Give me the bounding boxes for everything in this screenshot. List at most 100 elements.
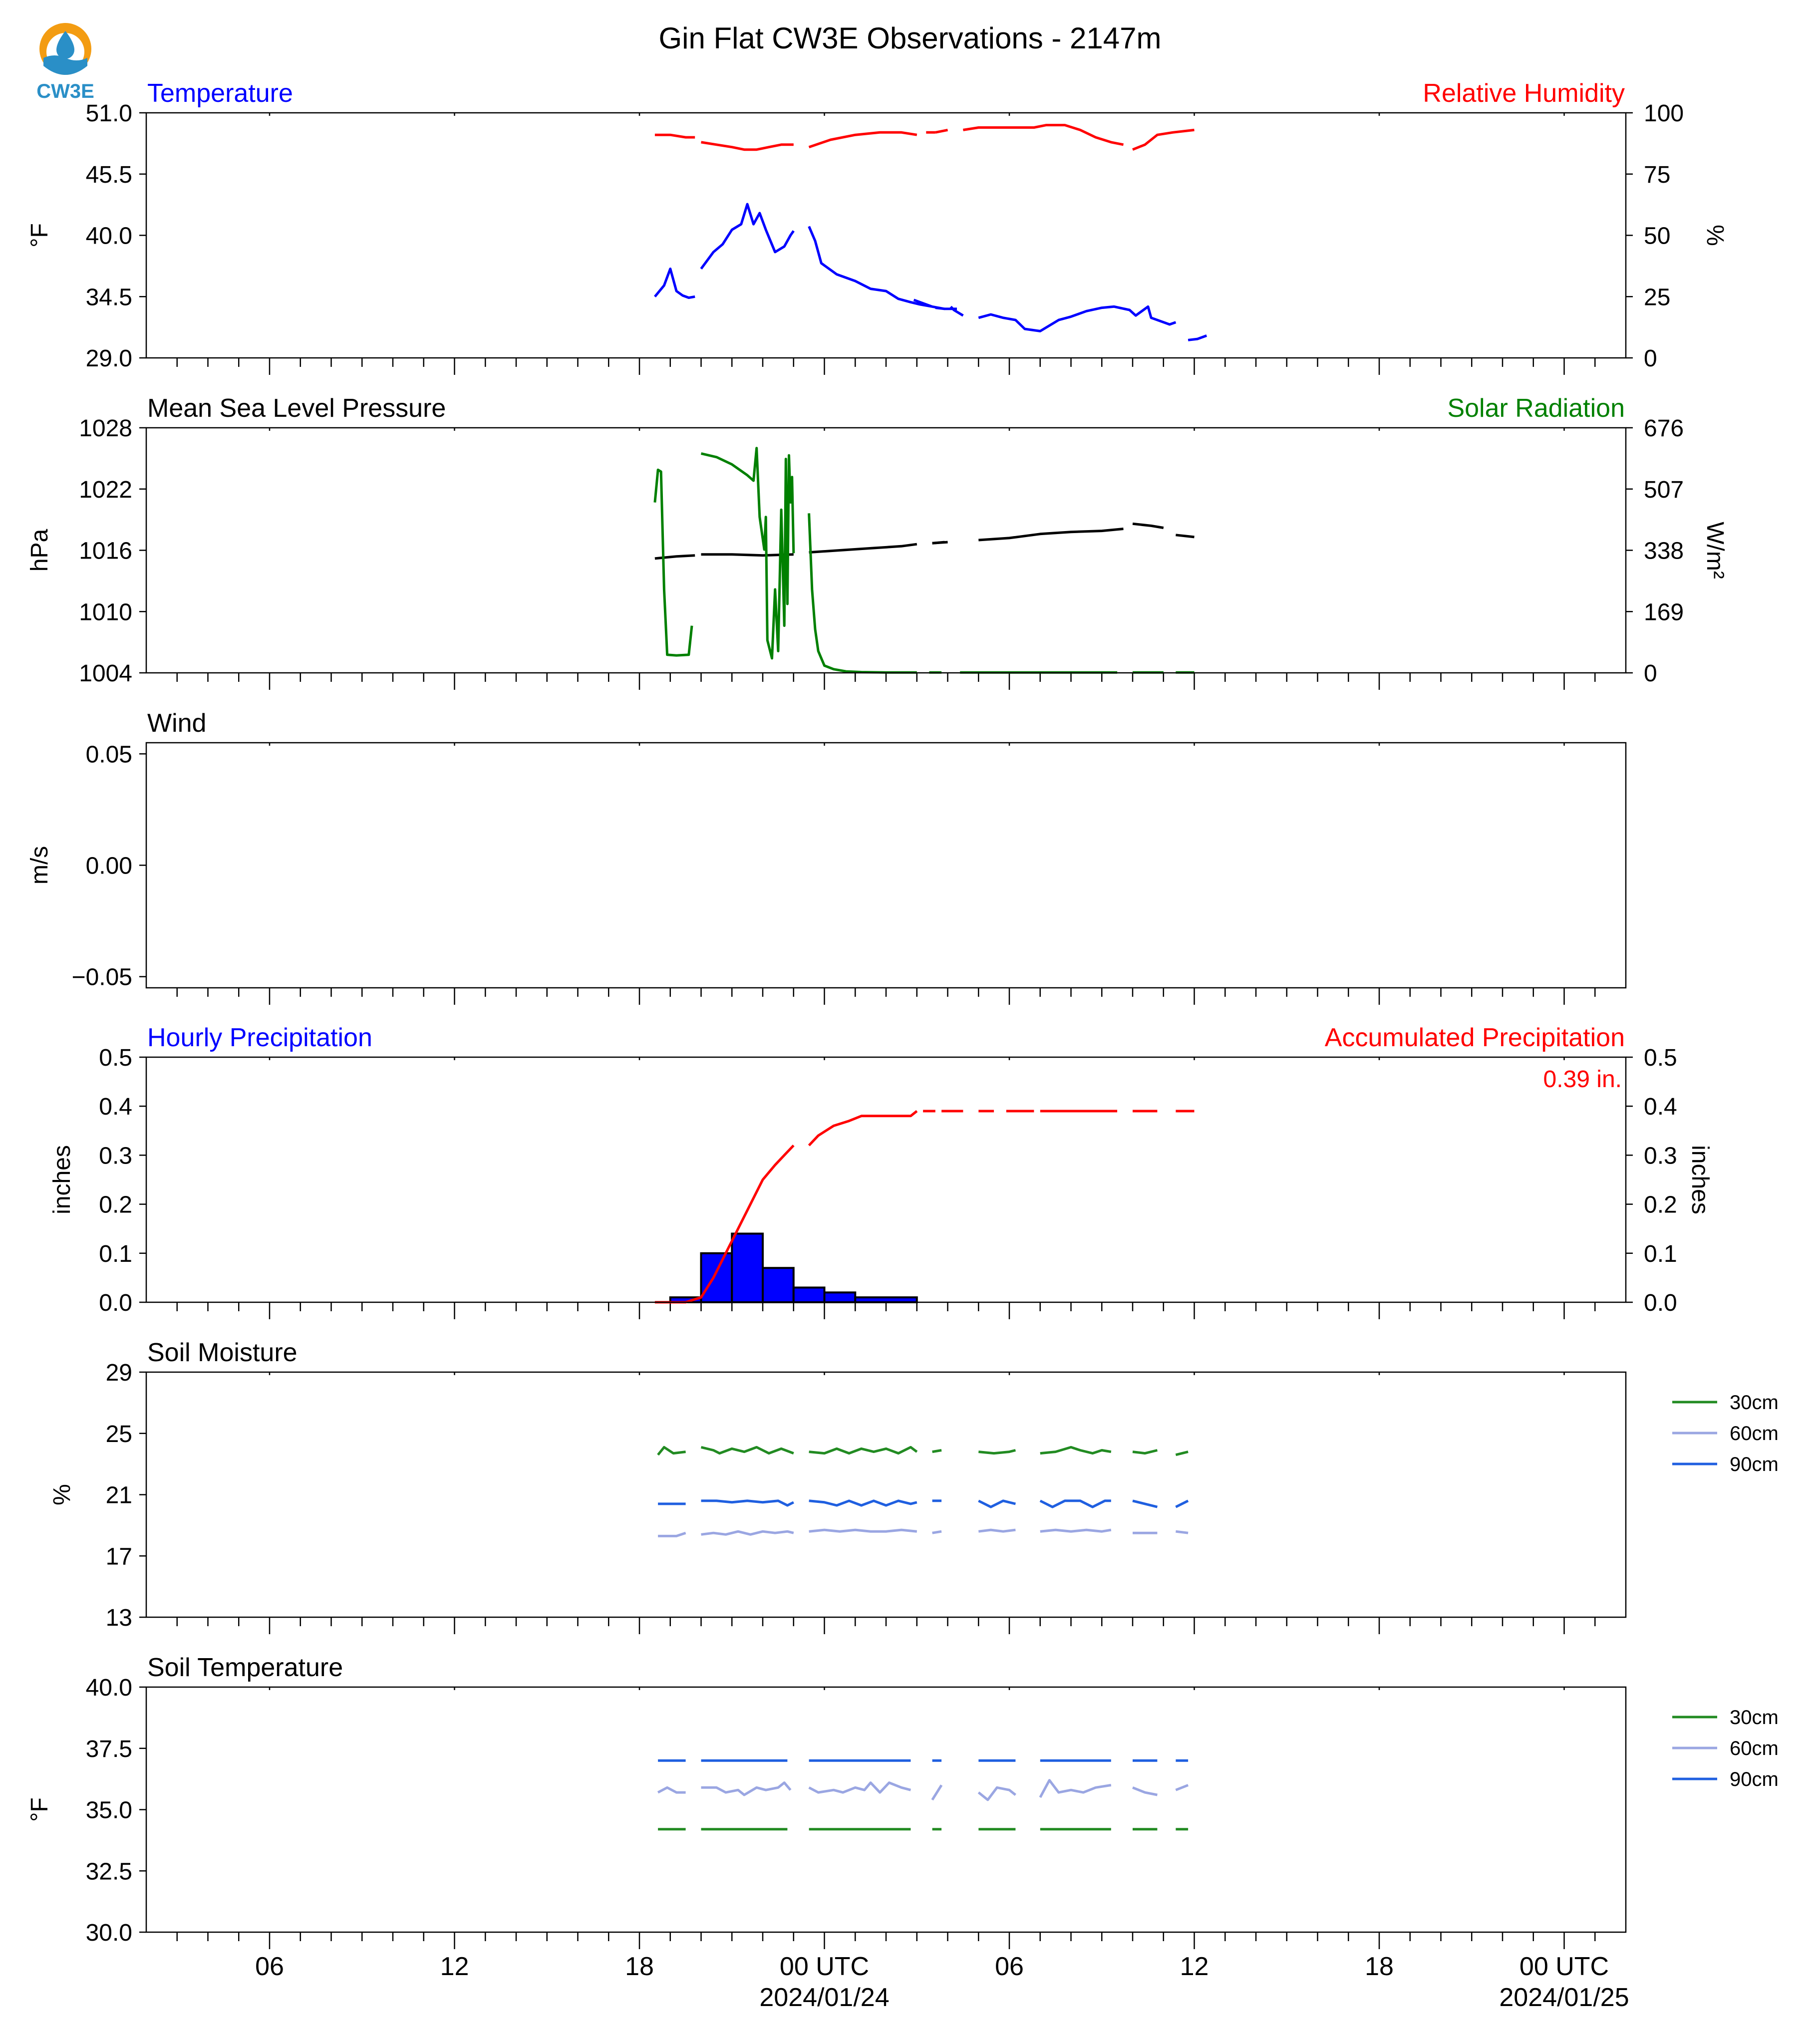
water-drop-sun-icon <box>39 23 91 75</box>
legend-label: 90cm <box>1730 1453 1779 1475</box>
x-tick-label: 2024/01/24 <box>759 1983 889 2012</box>
series-line-relative-humidity <box>935 128 948 134</box>
panel-title-left: Soil Temperature <box>147 1653 343 1682</box>
series-line-60cm <box>1175 1784 1189 1791</box>
series-line-relative-humidity <box>963 124 1124 146</box>
series-line-60cm <box>701 1530 794 1536</box>
panel-precip: Hourly Precipitation Accumulated Precipit… <box>49 1023 1713 1319</box>
legend-label: 60cm <box>1730 1738 1779 1759</box>
x-tick-label: 12 <box>440 1952 469 1981</box>
panel-title-right: Relative Humidity <box>1423 79 1625 108</box>
series-line-relative-humidity <box>654 133 695 139</box>
plot-frame <box>145 1371 1627 1618</box>
series-line-mean-sea-level-pressure <box>932 541 945 545</box>
panel-title-left: Hourly Precipitation <box>147 1023 372 1052</box>
y-right-tick-label: 50 <box>1644 223 1670 250</box>
y-tick-label: 0.5 <box>99 1045 132 1071</box>
y-tick-label: 37.5 <box>86 1736 132 1762</box>
legend: 30cm 60cm 90cm <box>1672 1707 1779 1790</box>
panel-soil_temperature: Soil Temperature 30.0 32.5 35.0 37.5 40.0 °F 30… <box>26 1653 1779 1949</box>
panel-data-soil_temperature <box>657 1759 1189 1831</box>
series-line-90cm <box>1039 1499 1111 1508</box>
y-tick-label: −0.05 <box>72 964 132 991</box>
series-line-mean-sea-level-pressure <box>1132 522 1164 529</box>
y-axis-label: % <box>49 1484 75 1505</box>
x-tick-label: 18 <box>1365 1952 1394 1981</box>
series-line-temperature <box>935 306 945 310</box>
y-right-tick-label: 25 <box>1644 284 1670 310</box>
panel-wind: Wind −0.05 0.00 0.05 m/s <box>26 709 1627 1005</box>
y-tick-label: 0.3 <box>99 1143 132 1169</box>
x-tick-label: 00 UTC <box>780 1952 869 1981</box>
y-axis-label: inches <box>49 1145 75 1214</box>
panel-title-left: Wind <box>147 709 206 738</box>
x-tick-label: 2024/01/25 <box>1499 1983 1629 2012</box>
series-line-90cm <box>978 1499 1016 1508</box>
series-line-30cm <box>1175 1450 1189 1456</box>
series-line-90cm <box>1132 1499 1158 1508</box>
precip-bar <box>762 1267 795 1304</box>
y-tick-label: 1028 <box>79 415 132 442</box>
panel-pressure: Mean Sea Level Pressure Solar Radiation 10… <box>26 394 1728 690</box>
y-right-tick-label: 507 <box>1644 477 1684 503</box>
series-line-temperature <box>949 305 964 317</box>
precip-bar <box>792 1286 826 1304</box>
series-line-solar-radiation <box>653 468 693 657</box>
y-tick-label: 13 <box>106 1605 132 1631</box>
y-tick-label: 0.05 <box>86 741 132 768</box>
y-axis-label-right: % <box>1702 225 1728 246</box>
series-line-solar-radiation <box>808 513 917 674</box>
y-tick-label: 1016 <box>79 538 132 565</box>
y-tick-label: 40.0 <box>86 223 132 250</box>
series-line-60cm <box>808 1781 911 1794</box>
series-line-60cm <box>809 1528 917 1533</box>
series-line-30cm <box>1040 1446 1112 1455</box>
figure-title: Gin Flat CW3E Observations - 2147m <box>658 21 1161 55</box>
series-line-relative-humidity <box>1132 128 1195 151</box>
x-tick-label: 18 <box>625 1952 654 1981</box>
panel-title-left: Mean Sea Level Pressure <box>147 394 446 423</box>
plot-frame <box>145 427 1627 674</box>
legend-label: 60cm <box>1730 1423 1779 1445</box>
series-line-60cm <box>657 1786 686 1794</box>
panel-data-pressure <box>653 447 1195 674</box>
y-axis-label: m/s <box>26 846 53 884</box>
plot-frame <box>145 742 1627 989</box>
y-tick-label: 29 <box>106 1360 132 1386</box>
panel-data-soil_moisture <box>657 1446 1189 1537</box>
series-line-temperature <box>1188 334 1208 341</box>
legend-label: 30cm <box>1730 1392 1779 1414</box>
y-axis-label-right: W/m² <box>1702 522 1728 579</box>
y-tick-label: 17 <box>106 1543 132 1570</box>
y-right-tick-label: 0 <box>1644 660 1657 687</box>
y-right-tick-label: 100 <box>1644 100 1684 127</box>
plot-frame <box>145 112 1627 359</box>
series-line-60cm <box>1040 1528 1112 1533</box>
y-tick-label: 1004 <box>79 660 132 687</box>
y-axis-label-right: inches <box>1687 1145 1713 1214</box>
series-line-temperature <box>700 203 795 270</box>
y-tick-label: 51.0 <box>86 100 132 127</box>
series-line-mean-sea-level-pressure <box>701 553 794 557</box>
series-line-temperature <box>978 305 1177 332</box>
series-line-60cm <box>978 1528 1016 1533</box>
y-tick-label: 1010 <box>79 599 132 625</box>
panel-title-right: Accumulated Precipitation <box>1325 1023 1625 1052</box>
series-line-mean-sea-level-pressure <box>1176 534 1195 539</box>
x-tick-label: 12 <box>1180 1952 1209 1981</box>
precip-bar <box>854 1296 918 1303</box>
panel-temperature: Temperature Relative Humidity 29.0 34.5 40.0… <box>26 79 1728 375</box>
plot-frame <box>145 1056 1627 1303</box>
series-line-60cm <box>658 1531 686 1537</box>
x-tick-label: 00 UTC <box>1519 1952 1609 1981</box>
legend-label: 90cm <box>1730 1768 1779 1790</box>
x-tick-label: 06 <box>995 1952 1024 1981</box>
series-line-60cm <box>701 1781 792 1796</box>
y-tick-label: 1022 <box>79 477 132 503</box>
series-line-60cm <box>1132 1786 1158 1796</box>
y-right-tick-label: 0.5 <box>1644 1045 1677 1071</box>
series-line-relative-humidity <box>701 141 794 151</box>
y-tick-label: 0.1 <box>99 1241 132 1267</box>
